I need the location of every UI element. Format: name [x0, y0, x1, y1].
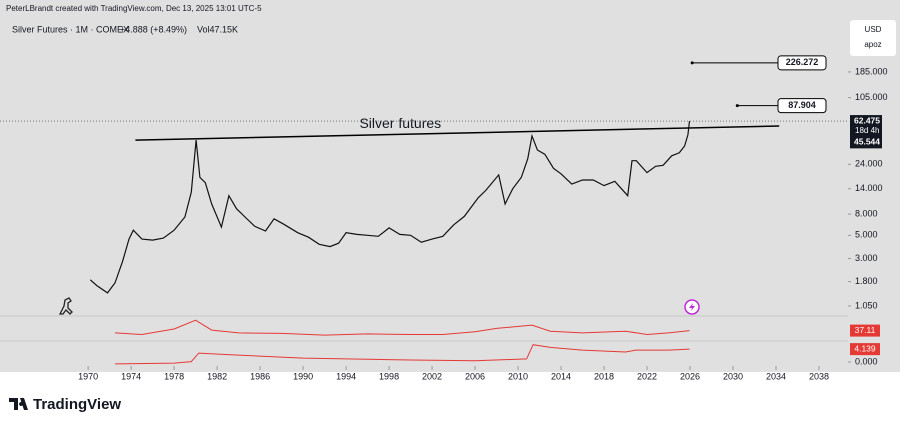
y-tick-label: 14.000 — [855, 183, 883, 193]
indicator-value-box — [850, 324, 880, 337]
x-tick-label: 2014 — [551, 371, 571, 381]
y-tick-label: 105.000 — [855, 92, 888, 102]
trendline — [135, 125, 780, 141]
y-tick-label: 3.000 — [855, 253, 878, 263]
scale-mode[interactable]: apoz — [864, 40, 881, 49]
x-tick-label: 1982 — [207, 371, 227, 381]
indicator-value-label: 37.11 — [855, 325, 876, 335]
x-tick-label: 2038 — [809, 371, 829, 381]
x-tick-label: 2030 — [723, 371, 743, 381]
price-label-box — [850, 136, 882, 149]
x-tick-label: 1978 — [164, 371, 184, 381]
indicator-value-box — [850, 343, 880, 356]
x-tick-label: 1970 — [78, 371, 98, 381]
x-tick-label: 2006 — [465, 371, 485, 381]
x-tick-label: 2026 — [680, 371, 700, 381]
x-tick-label: 1986 — [250, 371, 270, 381]
x-tick-label: 2010 — [508, 371, 528, 381]
trendline-label: Silver futures — [359, 115, 441, 131]
x-tick-label: 2034 — [766, 371, 786, 381]
footer-brand: TradingView — [33, 396, 121, 413]
x-tick-label: 2002 — [422, 371, 442, 381]
target-label: 226.272 — [786, 57, 819, 67]
x-tick-label: 1990 — [293, 371, 313, 381]
change: +4.888 (+8.49%) — [120, 24, 187, 34]
x-tick-label: 1994 — [336, 371, 356, 381]
countdown: 18d 4h — [855, 126, 879, 135]
x-tick-label: 2022 — [637, 371, 657, 381]
last-price-label: 62.475 — [854, 115, 880, 125]
y-tick-label: 1.050 — [855, 300, 878, 310]
indicator-line — [114, 344, 690, 365]
price-line — [89, 121, 691, 294]
y-tick-label: 24.000 — [855, 159, 883, 169]
currency-box[interactable] — [850, 20, 896, 56]
price-label: 45.544 — [854, 137, 880, 147]
target-box — [777, 98, 827, 114]
target-box — [777, 55, 827, 71]
symbol: Silver Futures · 1M · COMEX — [12, 24, 129, 34]
indicator-line — [114, 319, 690, 336]
y-tick-label: 5.000 — [855, 230, 878, 240]
y-tick-label: 1.800 — [855, 276, 878, 286]
x-tick-label: 1974 — [121, 371, 141, 381]
lightning-icon[interactable] — [684, 299, 700, 315]
chart-background — [0, 0, 900, 372]
currency[interactable]: USD — [865, 25, 882, 34]
volume: Vol47.15K — [197, 24, 238, 34]
last-price-box — [850, 115, 882, 139]
header: PeterLBrandt created with TradingView.co… — [6, 4, 262, 13]
y-tick-label: 0.000 — [855, 356, 878, 366]
target-label: 87.904 — [788, 100, 816, 110]
x-tick-label: 2018 — [594, 371, 614, 381]
x-tick-label: 1998 — [379, 371, 399, 381]
footer-logo — [9, 398, 28, 410]
indicator-value-label: 4.139 — [854, 343, 876, 353]
dino-logo — [58, 297, 73, 315]
y-tick-label: 185.000 — [855, 66, 888, 76]
y-tick-label: 8.000 — [855, 208, 878, 218]
